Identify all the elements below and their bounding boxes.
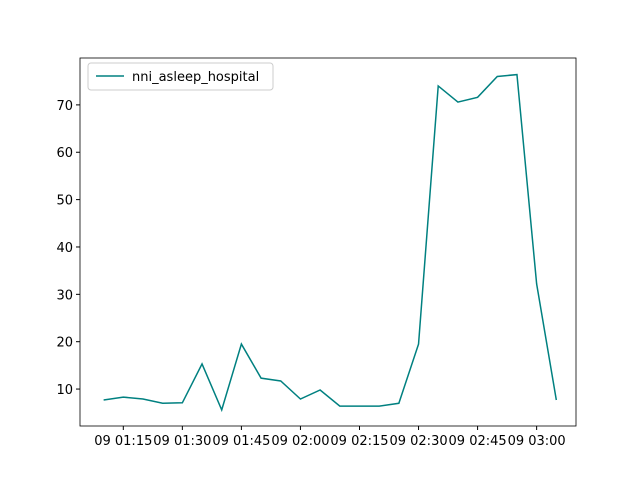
y-tick-label: 70: [56, 99, 73, 114]
y-tick-label: 50: [56, 194, 73, 209]
y-tick-label: 20: [56, 336, 73, 351]
x-tick-label: 09 02:00: [271, 434, 329, 449]
plot-frame: [79, 57, 577, 427]
y-tick-label: 60: [56, 146, 73, 161]
y-tick-label: 10: [56, 383, 73, 398]
x-tick-label: 09 01:15: [94, 434, 152, 449]
legend-box: [87, 62, 274, 91]
x-tick-label: 09 03:00: [508, 434, 566, 449]
y-tick-label: 40: [56, 241, 73, 256]
x-tick-label: 09 02:30: [389, 434, 447, 449]
x-tick-label: 09 02:45: [449, 434, 507, 449]
x-tick-label: 09 01:45: [212, 434, 270, 449]
line: [103, 73, 558, 413]
x-tick-label: 09 01:30: [153, 434, 211, 449]
y-tick-label: 30: [56, 288, 73, 303]
x-tick-label: 09 02:15: [330, 434, 388, 449]
legend-label: nni_asleep_hospital: [132, 70, 259, 85]
